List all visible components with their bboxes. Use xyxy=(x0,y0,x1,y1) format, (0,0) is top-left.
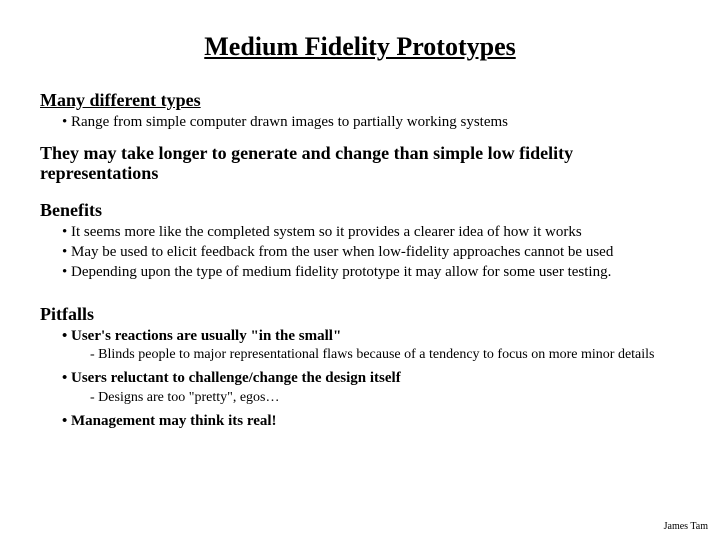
slide: Medium Fidelity Prototypes Many differen… xyxy=(0,0,720,540)
bullet-text: User's reactions are usually "in the sma… xyxy=(71,328,341,344)
list-item: It seems more like the completed system … xyxy=(62,223,680,241)
list-item: May be used to elicit feedback from the … xyxy=(62,243,680,261)
section-head-benefits: Benefits xyxy=(40,200,680,221)
footer-author: James Tam xyxy=(664,521,708,532)
list-item: Depending upon the type of medium fideli… xyxy=(62,263,680,281)
sub-list: Designs are too "pretty", egos… xyxy=(72,389,680,407)
list-item: Users reluctant to challenge/change the … xyxy=(62,369,680,406)
pitfalls-bullets: User's reactions are usually "in the sma… xyxy=(40,327,680,431)
slide-title: Medium Fidelity Prototypes xyxy=(40,32,680,62)
paragraph-longer: They may take longer to generate and cha… xyxy=(40,143,680,183)
types-bullets: Range from simple computer drawn images … xyxy=(40,113,680,131)
bullet-text: Users reluctant to challenge/change the … xyxy=(71,370,401,386)
list-item: Range from simple computer drawn images … xyxy=(62,113,680,131)
sub-item: Designs are too "pretty", egos… xyxy=(90,389,680,407)
section-head-pitfalls: Pitfalls xyxy=(40,304,680,325)
section-head-types: Many different types xyxy=(40,90,680,111)
bullet-text: Management may think its real! xyxy=(71,413,277,429)
list-item: Management may think its real! xyxy=(62,412,680,430)
list-item: User's reactions are usually "in the sma… xyxy=(62,327,680,364)
sub-list: Blinds people to major representational … xyxy=(72,346,680,364)
sub-item: Blinds people to major representational … xyxy=(90,346,680,364)
benefits-bullets: It seems more like the completed system … xyxy=(40,223,680,282)
